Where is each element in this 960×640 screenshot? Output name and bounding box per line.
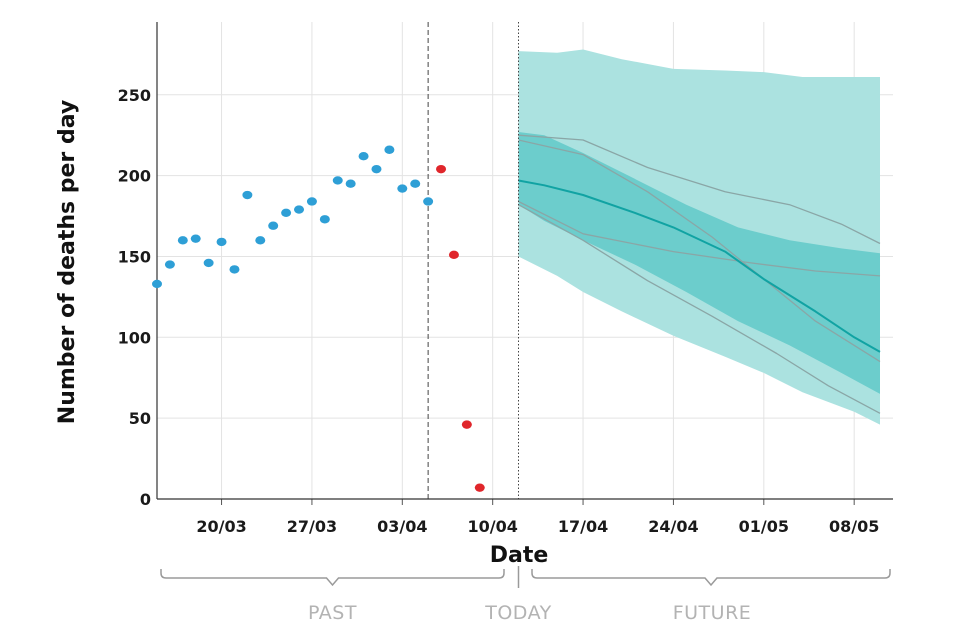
y-tick-label: 200 [118, 167, 151, 186]
forecast-median-line [518, 179, 881, 353]
observed-point [281, 208, 292, 217]
observed-point [384, 145, 395, 154]
forecast-sample-line [518, 134, 881, 245]
observed-points [152, 145, 485, 492]
observed-point [242, 190, 253, 200]
x-tick-label: 10/04 [467, 517, 517, 536]
forecast-sample-line [518, 200, 881, 277]
observed-point [358, 152, 369, 161]
observed-point [177, 236, 188, 245]
observed-point [345, 179, 356, 188]
observed-point [229, 265, 240, 274]
observed-point [410, 179, 421, 188]
past-bracket [160, 569, 505, 587]
observed-point [255, 236, 266, 245]
forecast-area [518, 49, 881, 425]
incomplete-point [448, 250, 459, 260]
forecast-inner-band [518, 132, 880, 394]
y-tick-label: 50 [129, 409, 151, 428]
region-label-past: PAST [308, 602, 357, 624]
observed-point [190, 234, 201, 243]
x-tick-label: 03/04 [377, 517, 427, 536]
x-axis-title: Date [490, 543, 549, 568]
observed-point [164, 260, 175, 269]
y-axis-title: Number of deaths per day [55, 100, 80, 424]
incomplete-point [461, 420, 472, 429]
region-label-today: TODAY [484, 602, 552, 624]
reference-lines [427, 22, 519, 499]
observed-point [216, 237, 227, 247]
x-tick-label: 24/04 [648, 517, 698, 536]
x-tick-label: 27/03 [287, 517, 337, 536]
forecast-sample-line [518, 204, 881, 414]
region-label-future: FUTURE [673, 602, 752, 624]
y-tick-label: 0 [140, 490, 151, 509]
observed-point [268, 221, 279, 230]
observed-point [294, 205, 305, 214]
observed-point [397, 184, 408, 193]
x-tick-label: 17/04 [558, 517, 608, 536]
observed-point [306, 197, 317, 206]
forecast-sample-line [518, 139, 881, 363]
y-tick-label: 150 [118, 247, 151, 266]
observed-point [319, 215, 330, 224]
y-tick-label: 100 [118, 328, 151, 347]
observed-point [203, 258, 214, 268]
axes [156, 22, 893, 505]
observed-point [332, 176, 343, 185]
timeline-regions: PAST TODAY FUTURE [160, 566, 891, 624]
x-tick-label: 01/05 [739, 517, 789, 536]
observed-point [152, 279, 162, 289]
tick-labels: 0 50 100 150 200 250 20/03 27/03 03/04 10/04 17/04… [118, 86, 880, 536]
incomplete-point [474, 483, 485, 492]
y-tick-label: 250 [118, 86, 151, 105]
observed-point [371, 164, 382, 174]
x-tick-label: 20/03 [196, 517, 246, 536]
x-tick-label: 08/05 [829, 517, 879, 536]
observed-point [423, 197, 434, 206]
incomplete-point [436, 164, 447, 174]
future-bracket [531, 569, 891, 587]
